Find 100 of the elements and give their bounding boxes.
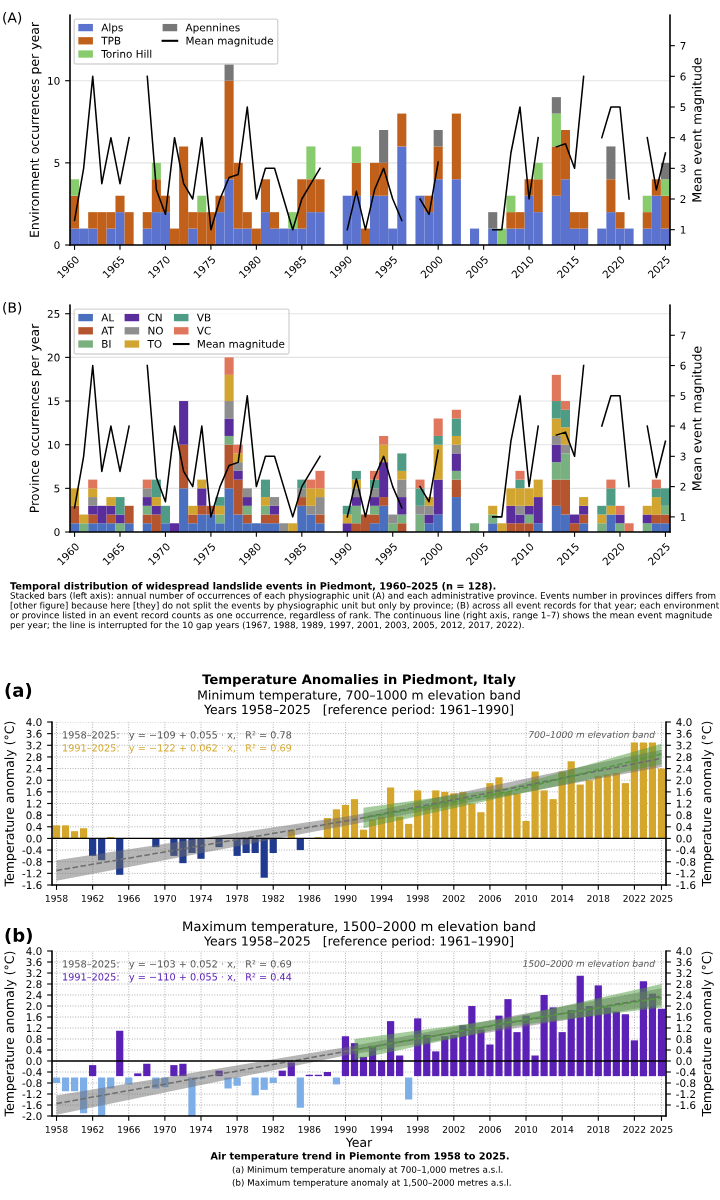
x-tick-label: 1982 bbox=[262, 894, 284, 902]
x-tick-label: 2014 bbox=[551, 894, 574, 902]
y2-tick-label: 3.6 bbox=[676, 958, 692, 967]
y2-tick-label: 1.6 bbox=[676, 1013, 692, 1022]
x-tick-label: 1974 bbox=[190, 894, 213, 902]
y2-tick-label: 2.8 bbox=[676, 980, 692, 989]
legend-label: CN bbox=[148, 313, 162, 322]
y-tick-label: 0.8 bbox=[26, 811, 42, 820]
x-tick-label: 1986 bbox=[298, 1125, 321, 1133]
x-tick-label: 1962 bbox=[81, 894, 104, 902]
x-tick-label: 1958 bbox=[45, 894, 68, 902]
legend-label: TO bbox=[147, 339, 162, 348]
y-axis-title: Temperature anomaly (°C) bbox=[4, 721, 17, 887]
y2-tick-label: 0.4 bbox=[676, 1046, 692, 1055]
annotation: 1991–2025: y = −110 + 0.055 · x, R² = 0.44 bbox=[63, 973, 292, 983]
y2-tick-label: 1.2 bbox=[676, 799, 692, 808]
text: (b) Maximum temperature anomaly at 1,500–2000 metres a.s.l. bbox=[232, 1179, 511, 1188]
y2-tick-label: 2.0 bbox=[676, 1002, 692, 1011]
y2-axis-title: Mean event magnitude bbox=[691, 58, 704, 202]
x-tick-label: 1994 bbox=[370, 1125, 393, 1133]
chart-title: Maximum temperature, 1500–2000 m elevation band bbox=[183, 921, 535, 934]
y-tick-label: -0.8 bbox=[22, 1079, 42, 1088]
y-tick-label: 5 bbox=[54, 159, 60, 167]
y-tick-label: 2.0 bbox=[26, 1002, 42, 1011]
x-tick-label: 2025 bbox=[650, 894, 673, 902]
y-tick-label: 3.6 bbox=[26, 958, 42, 967]
legend-label: Alps bbox=[101, 23, 123, 34]
y2-tick-label: 5 bbox=[680, 103, 686, 112]
legend-label: Mean magnitude bbox=[186, 36, 274, 47]
x-tick-label: 2018 bbox=[587, 894, 610, 902]
text: (b) bbox=[5, 928, 32, 945]
x-tick-label: 1970 bbox=[154, 1125, 176, 1133]
y2-tick-label: 3.6 bbox=[676, 729, 692, 738]
y2-axis-title: Mean event magnitude bbox=[691, 346, 704, 490]
y-tick-label: 25 bbox=[47, 309, 60, 318]
x-tick-label: 2018 bbox=[587, 1125, 610, 1133]
y-tick-label: 3.2 bbox=[26, 741, 42, 750]
y-tick-label: 0.8 bbox=[26, 1035, 42, 1044]
text: (B) bbox=[3, 302, 22, 315]
annotation: 700–1000 m elevation band bbox=[529, 731, 656, 738]
y2-tick-label: -1.2 bbox=[676, 1090, 695, 1098]
y-axis-title: Environment occurrences per year bbox=[29, 21, 42, 237]
y2-tick-label: -0.8 bbox=[676, 857, 696, 866]
legend-label: Apennines bbox=[185, 23, 240, 34]
y-tick-label: -0.4 bbox=[22, 1068, 42, 1077]
legend-label: AT bbox=[101, 326, 114, 335]
legend-label: AL bbox=[101, 313, 115, 322]
y-tick-label: 2.8 bbox=[26, 980, 42, 989]
y2-tick-label: 5 bbox=[680, 392, 686, 400]
x-tick-label: 2025 bbox=[650, 1125, 673, 1133]
y2-axis-title: Temperature anomaly (°C) bbox=[701, 951, 714, 1117]
y2-tick-label: 1.2 bbox=[676, 1024, 692, 1032]
y-axis-title: Temperature anomaly (°C) bbox=[4, 951, 17, 1117]
y2-tick-label: 7 bbox=[680, 331, 686, 340]
y2-tick-label: -1.6 bbox=[676, 881, 696, 890]
y2-tick-label: 1.6 bbox=[676, 788, 692, 796]
x-tick-label: 2002 bbox=[442, 894, 465, 902]
y-tick-label: 3.6 bbox=[26, 729, 42, 738]
y-tick-label: 2.0 bbox=[26, 776, 42, 785]
x-tick-label: 1998 bbox=[407, 1125, 429, 1133]
y-tick-label: -1.6 bbox=[22, 1101, 42, 1110]
y2-tick-label: 2.4 bbox=[676, 764, 692, 773]
y2-tick-label: -1.2 bbox=[676, 869, 695, 878]
x-tick-label: 1994 bbox=[370, 894, 393, 902]
text: (A) bbox=[3, 12, 22, 25]
y2-tick-label: 7 bbox=[680, 42, 686, 50]
y-tick-label: 10 bbox=[48, 76, 60, 85]
annotation: 1991–2025: y = −122 + 0.062 · x, R² = 0.69 bbox=[63, 744, 292, 754]
y2-tick-label: 3 bbox=[680, 164, 686, 173]
y-tick-label: 0.4 bbox=[26, 823, 42, 831]
x-tick-label: 2014 bbox=[551, 1125, 574, 1133]
annotation: 1958–2025: y = −109 + 0.055 · x, R² = 0.78 bbox=[63, 731, 292, 741]
x-tick-label: 1966 bbox=[118, 1125, 140, 1133]
chart-subtitle: Minimum temperature, 700–1000 m elevation band Years 1958–2025 [reference period: 1961–1990] bbox=[198, 690, 520, 717]
y-tick-label: 0.0 bbox=[26, 834, 42, 843]
x-tick-label: 1970 bbox=[154, 894, 176, 902]
y-tick-label: -2.0 bbox=[22, 1112, 42, 1121]
y2-tick-label: 3.2 bbox=[676, 969, 692, 978]
legend-label: BI bbox=[102, 340, 111, 348]
x-tick-label: 1982 bbox=[262, 1125, 284, 1133]
y-tick-label: 0.0 bbox=[26, 1057, 42, 1066]
legend-label: Mean magnitude bbox=[197, 339, 285, 350]
legend-label: Torino Hill bbox=[101, 49, 152, 58]
x-tick-label: 1966 bbox=[118, 894, 140, 902]
y-tick-label: 5 bbox=[54, 484, 60, 493]
y2-tick-label: 0.0 bbox=[676, 834, 692, 843]
y-tick-label: -0.4 bbox=[22, 846, 42, 855]
y2-tick-label: 0.0 bbox=[676, 1057, 692, 1066]
y2-tick-label: 1 bbox=[680, 226, 686, 234]
text: (a) Minimum temperature anomaly at 700–1,000 metres a.s.l. bbox=[232, 1166, 503, 1175]
y-axis-title: Province occurrences per year bbox=[29, 323, 42, 513]
y-tick-label: 15 bbox=[48, 397, 60, 406]
x-tick-label: 1986 bbox=[298, 894, 321, 902]
x-tick-label: 1990 bbox=[334, 1125, 357, 1133]
y-tick-label: 2.8 bbox=[26, 753, 42, 762]
y2-tick-label: 2.8 bbox=[676, 753, 692, 762]
text: Temporal distribution of widespread landslide events in Piedmont, 1960–2025 (n = 128). bbox=[10, 582, 496, 592]
y2-tick-label: 6 bbox=[680, 72, 686, 81]
y-tick-label: -0.8 bbox=[22, 857, 42, 866]
x-tick-label: 2022 bbox=[623, 1125, 646, 1133]
